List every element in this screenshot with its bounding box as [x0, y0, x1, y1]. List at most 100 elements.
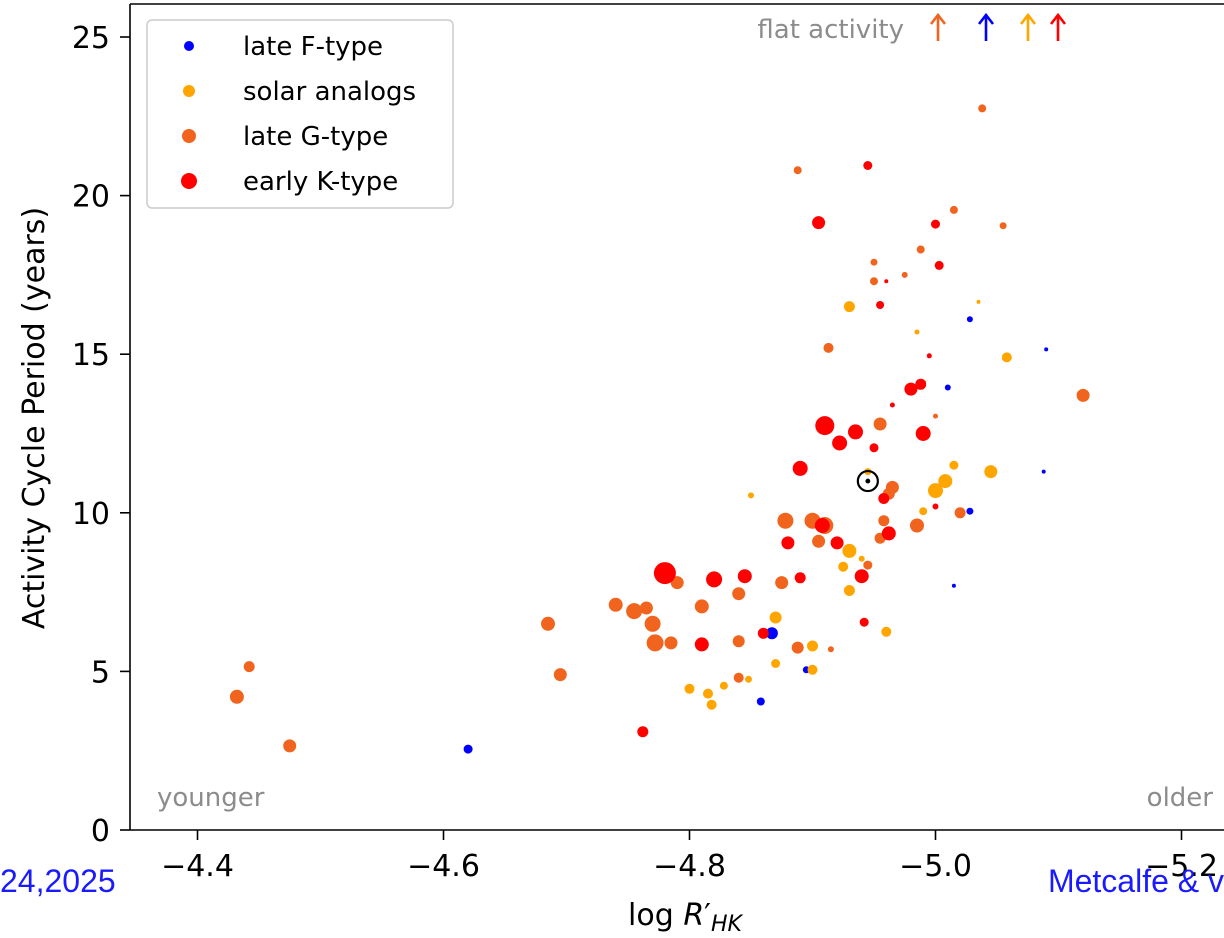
y-tick-label: 10 — [72, 497, 110, 532]
point-early-k-type — [694, 637, 709, 652]
legend-label: solar analogs — [243, 77, 416, 107]
legend-marker — [183, 85, 195, 97]
x-tick-label: −5.0 — [899, 849, 972, 884]
point-early-k-type — [653, 562, 676, 585]
point-late-g-type — [870, 258, 878, 266]
point-late-g-type — [885, 480, 899, 494]
point-solar-analogs — [838, 561, 849, 572]
sun-ring — [856, 469, 879, 493]
point-early-k-type — [637, 726, 649, 738]
point-early-k-type — [926, 353, 932, 359]
point-solar-analogs — [684, 683, 695, 694]
point-solar-analogs — [919, 507, 928, 516]
flat-arrow-head — [1019, 12, 1037, 25]
point-solar-analogs — [1001, 352, 1012, 363]
point-late-f-type — [966, 316, 973, 323]
point-early-k-type — [878, 493, 890, 504]
point-late-g-type — [639, 601, 653, 615]
point-late-g-type — [608, 597, 623, 612]
legend-marker — [182, 129, 196, 143]
point-early-k-type — [830, 536, 844, 550]
legend-label: late G-type — [243, 122, 388, 152]
point-late-g-type — [732, 587, 746, 601]
point-early-k-type — [889, 402, 895, 408]
point-early-k-type — [812, 216, 826, 230]
point-solar-analogs — [745, 675, 752, 683]
point-solar-analogs — [703, 688, 713, 699]
point-late-g-type — [646, 634, 664, 652]
point-solar-analogs — [858, 555, 865, 562]
point-late-g-type — [873, 417, 887, 431]
point-solar-analogs — [769, 611, 782, 624]
point-early-k-type — [881, 526, 896, 541]
point-early-k-type — [869, 443, 879, 453]
point-late-g-type — [283, 739, 297, 753]
point-late-g-type — [1076, 388, 1090, 402]
sun-center — [865, 478, 871, 484]
point-solar-analogs — [842, 543, 857, 558]
x-axis-ticks: −4.4 −4.6 −4.8 −5.0 −5.2 — [161, 830, 1218, 884]
y-axis-title: Activity Cycle Period (years) — [17, 207, 52, 629]
flat-arrow-head — [1049, 12, 1067, 25]
point-late-g-type — [812, 534, 826, 548]
x-tick-label: −4.8 — [653, 849, 726, 884]
point-solar-analogs — [771, 659, 781, 668]
point-solar-analogs — [748, 492, 754, 499]
data-points — [229, 104, 1090, 754]
point-early-k-type — [814, 518, 830, 533]
point-late-g-type — [791, 641, 804, 654]
point-late-g-type — [949, 205, 958, 214]
younger-label: younger — [157, 783, 265, 813]
point-late-g-type — [978, 104, 987, 113]
point-late-f-type — [966, 507, 974, 515]
point-early-k-type — [854, 569, 869, 584]
point-solar-analogs — [949, 460, 959, 470]
point-late-g-type — [878, 515, 890, 527]
point-late-g-type — [777, 512, 794, 529]
point-late-g-type — [793, 166, 802, 175]
point-solar-analogs — [719, 681, 728, 690]
point-late-g-type — [553, 668, 567, 682]
sun-marker-icon — [856, 469, 879, 493]
point-solar-analogs — [706, 699, 717, 710]
point-late-g-type — [775, 576, 789, 590]
x-tick-label: −4.4 — [161, 849, 234, 884]
point-late-f-type — [765, 627, 778, 640]
point-late-f-type — [463, 744, 473, 754]
x-tick-label: −4.6 — [407, 849, 480, 884]
point-late-g-type — [954, 507, 966, 519]
point-early-k-type — [706, 571, 723, 588]
point-solar-analogs — [843, 301, 855, 313]
y-axis-ticks: 0 5 10 15 20 25 — [72, 21, 130, 849]
legend: late F-type solar analogs late G-type early… — [146, 19, 454, 209]
y-tick-label: 15 — [72, 338, 110, 373]
point-late-g-type — [664, 636, 678, 650]
legend-label: late F-type — [243, 32, 383, 62]
point-solar-analogs — [976, 299, 981, 304]
flat-arrow-head — [929, 12, 947, 25]
point-late-f-type — [1044, 347, 1049, 352]
point-early-k-type — [859, 617, 869, 627]
y-tick-label: 5 — [91, 655, 110, 690]
point-early-k-type — [792, 460, 808, 476]
point-early-k-type — [915, 426, 931, 441]
y-tick-label: 0 — [91, 814, 110, 849]
point-late-g-type — [644, 615, 661, 632]
point-solar-analogs — [807, 664, 818, 675]
legend-marker — [184, 41, 194, 51]
flat-activity-arrows — [929, 12, 1067, 41]
point-late-g-type — [827, 646, 834, 653]
point-late-f-type — [756, 697, 765, 706]
point-early-k-type — [757, 627, 769, 639]
point-solar-analogs — [881, 626, 892, 637]
left-credit: 24,2025 — [0, 863, 116, 899]
point-early-k-type — [904, 382, 918, 396]
axes-frame — [129, 3, 1224, 831]
flat-arrow-head — [977, 12, 995, 25]
point-late-g-type — [933, 413, 938, 419]
point-late-g-type — [823, 342, 834, 353]
x-axis-title: log R′HK — [628, 898, 743, 937]
point-late-g-type — [626, 603, 643, 620]
point-solar-analogs — [914, 329, 920, 335]
older-label: older — [1147, 783, 1214, 813]
